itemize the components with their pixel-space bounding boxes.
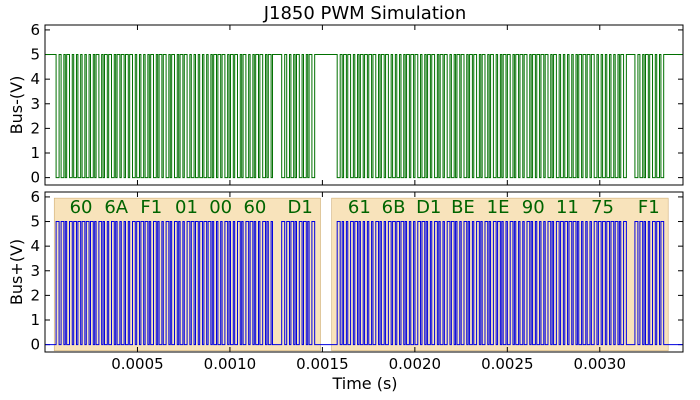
y-tick-label: 2 [30, 286, 40, 304]
byte-label: 60 [70, 197, 93, 218]
byte-label: 90 [522, 197, 545, 218]
y-tick-label: 0 [30, 336, 40, 354]
y-tick-label: 5 [30, 213, 40, 231]
byte-label: 00 [209, 197, 232, 218]
byte-label: F1 [638, 197, 660, 218]
byte-label: D1 [416, 197, 441, 218]
top-traces [45, 55, 683, 178]
byte-label: D1 [288, 197, 313, 218]
y-tick-label: 4 [30, 237, 40, 255]
x-ticks: 0.0005 0.0010 0.0015 0.0020 0.0025 0.0030 [111, 355, 626, 373]
x-tick-label: 0.0025 [481, 355, 534, 373]
byte-label: 6B [382, 197, 406, 218]
byte-label: 6A [104, 197, 128, 218]
x-tick-label: 0.0015 [296, 355, 349, 373]
x-tick-label: 0.0020 [389, 355, 442, 373]
y-tick-label: 6 [30, 21, 40, 39]
top-y-axis-label-group: Bus-(V) [7, 76, 26, 135]
x-tick-label: 0.0010 [204, 355, 257, 373]
y-tick-label: 6 [30, 188, 40, 206]
byte-label: 11 [556, 197, 579, 218]
byte-label: 60 [243, 197, 266, 218]
byte-label: 01 [175, 197, 198, 218]
byte-labels: 60 6A F1 01 00 60 D1 61 6B D1 BE 1E 90 11 75 F1 [70, 197, 660, 218]
x-axis-label: Time (s) [331, 374, 397, 393]
byte-label: 61 [348, 197, 371, 218]
panel-bus-minus: Bus-(V) 0 1 2 3 4 5 6 [7, 21, 683, 187]
y-tick-label: 1 [30, 144, 40, 162]
byte-label: F1 [140, 197, 162, 218]
y-axis-label-bus-minus: Bus-(V) [7, 76, 26, 135]
y-axis-label-bus-plus: Bus+(V) [7, 239, 26, 305]
y-tick-label: 2 [30, 119, 40, 137]
x-tick-label: 0.0005 [111, 355, 164, 373]
y-tick-label: 3 [30, 95, 40, 113]
chart-title: J1850 PWM Simulation [263, 3, 467, 24]
bottom-y-axis-label-group: Bus+(V) [7, 239, 26, 305]
byte-label: 75 [591, 197, 614, 218]
bus-trace [45, 55, 683, 178]
y-tick-label: 3 [30, 262, 40, 280]
y-tick-label: 0 [30, 169, 40, 187]
byte-label: BE [451, 197, 475, 218]
y-tick-label: 5 [30, 46, 40, 64]
y-tick-label: 1 [30, 311, 40, 329]
y-tick-label: 4 [30, 70, 40, 88]
byte-label: 1E [487, 197, 510, 218]
x-tick-label: 0.0030 [574, 355, 627, 373]
